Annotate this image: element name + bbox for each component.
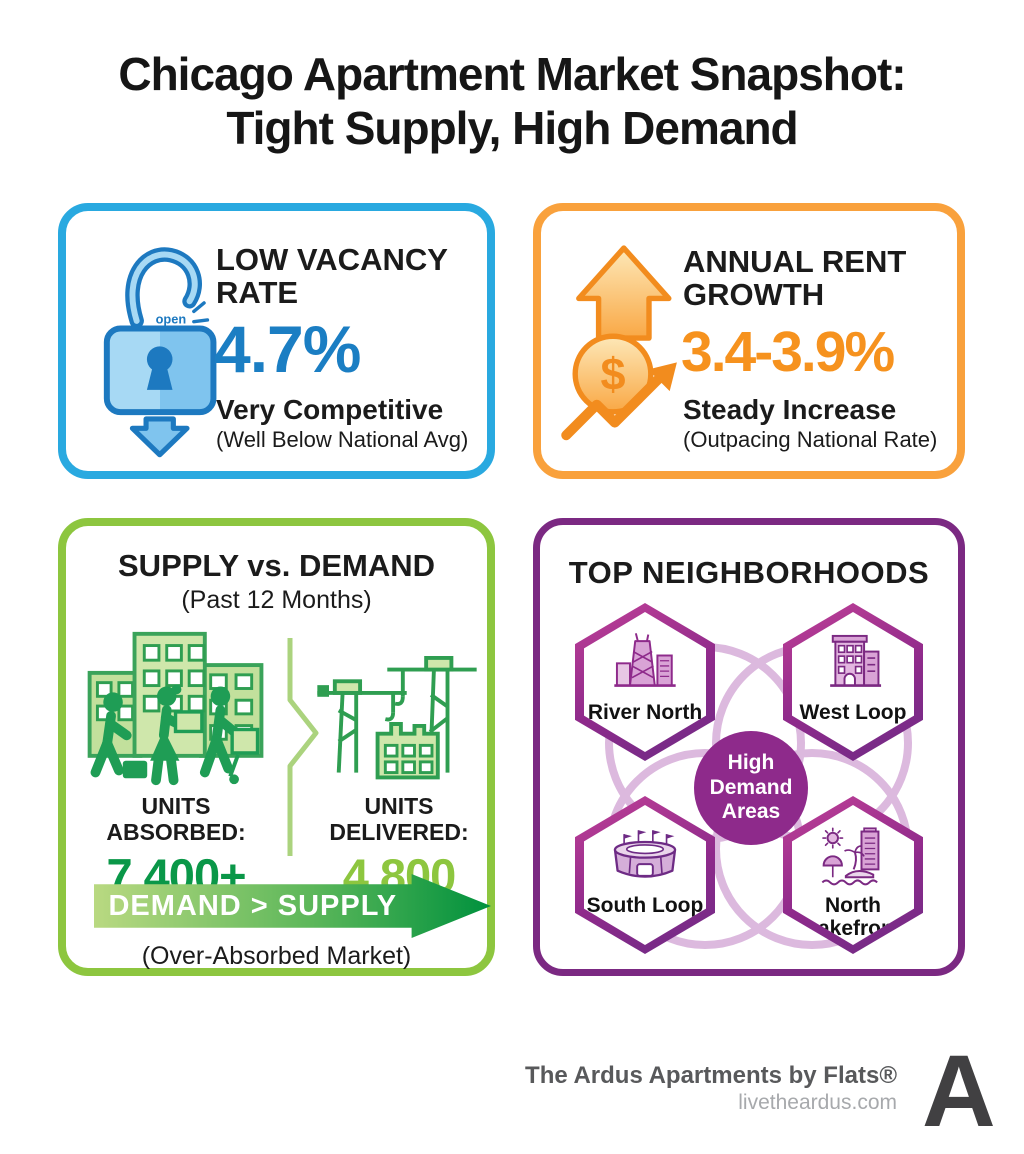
south-loop-stadium-icon xyxy=(613,830,677,878)
rent-growth-icon: $ xyxy=(561,245,677,441)
footer-brand: The Ardus Apartments by Flats® xyxy=(525,1062,897,1089)
rent-sublabel: (Outpacing National Rate) xyxy=(683,427,938,452)
north-lakefront-beach-icon xyxy=(821,827,880,886)
vacancy-value: 4.7% xyxy=(214,312,361,386)
units-absorbed-icon xyxy=(87,631,264,786)
delivered-label: UNITS DELIVERED: xyxy=(329,793,469,845)
rent-label: Steady Increase xyxy=(683,394,897,425)
badge-line1: High xyxy=(727,750,775,774)
ardus-logo: A xyxy=(922,1034,996,1148)
lock-open-label: open xyxy=(156,311,187,326)
units-delivered-icon xyxy=(317,656,477,780)
banner-text: DEMAND > SUPPLY xyxy=(108,890,398,922)
supply-heading: SUPPLY vs. DEMAND xyxy=(118,548,435,583)
badge-line2: Demand xyxy=(709,775,793,799)
supply-footnote: (Over-Absorbed Market) xyxy=(141,942,412,970)
page-title-line1: Chicago Apartment Market Snapshot: xyxy=(118,48,906,100)
vacancy-sublabel: (Well Below National Avg) xyxy=(216,427,469,452)
river-north-skyline-icon xyxy=(614,633,676,687)
supply-subheading: (Past 12 Months) xyxy=(181,586,372,614)
card-supply-demand: SUPPLY vs. DEMAND (Past 12 Months) xyxy=(58,518,495,976)
neighborhood-name: River North xyxy=(587,701,703,724)
rent-value: 3.4-3.9% xyxy=(681,320,895,384)
card-low-vacancy: open LOW VACANCY RATE 4.7% Very Competit… xyxy=(58,203,495,479)
vacancy-heading: LOW VACANCY RATE xyxy=(216,242,448,311)
page-title-line2: Tight Supply, High Demand xyxy=(226,101,798,154)
high-demand-areas-badge: High Demand Areas xyxy=(694,731,808,845)
card-top-neighborhoods: TOP NEIGHBORHOODS River North xyxy=(533,518,965,976)
neighborhood-name: West Loop xyxy=(799,701,907,724)
badge-line3: Areas xyxy=(721,800,781,824)
page-title: Chicago Apartment Market Snapshot: Tight… xyxy=(0,48,1024,156)
west-loop-building-icon xyxy=(830,634,882,687)
footer-website: livetheardus.com xyxy=(738,1091,897,1114)
neighborhood-name: South Loop xyxy=(586,894,704,917)
dollar-symbol: $ xyxy=(600,348,625,399)
neighborhoods-heading: TOP NEIGHBORHOODS xyxy=(568,555,930,590)
demand-supply-banner: DEMAND > SUPPLY xyxy=(94,874,491,938)
vacancy-label: Very Competitive xyxy=(216,394,444,425)
rent-heading: ANNUAL RENT GROWTH xyxy=(683,244,907,313)
open-padlock-icon: open xyxy=(103,247,217,458)
column-divider-chevron xyxy=(287,638,319,856)
card-rent-growth: $ ANNUAL RENT GROWTH 3.4-3.9% Steady Inc… xyxy=(533,203,965,479)
absorbed-label: UNITS ABSORBED: xyxy=(106,793,246,845)
